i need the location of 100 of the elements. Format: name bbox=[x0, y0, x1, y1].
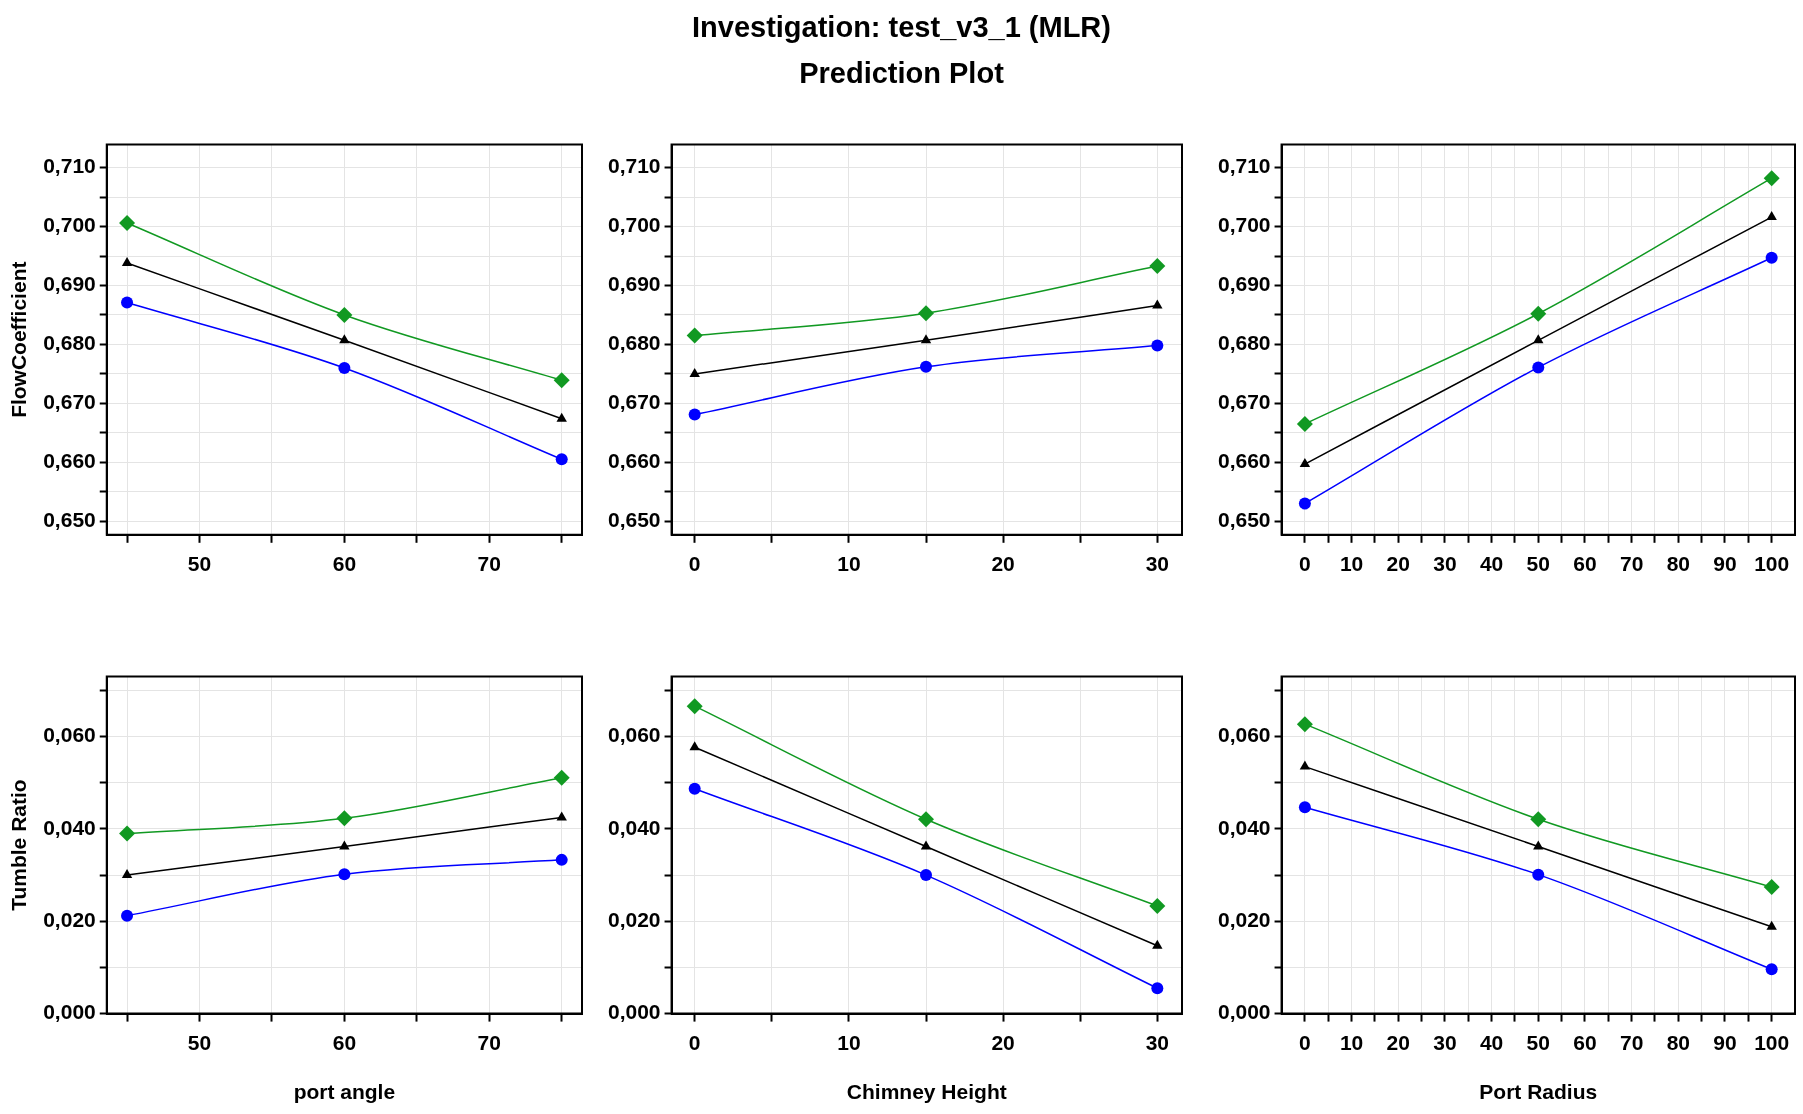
x-tick-label: 30 bbox=[1433, 1031, 1457, 1054]
y-tick-label: 0,020 bbox=[1217, 908, 1271, 932]
x-tick-label: 50 bbox=[187, 552, 212, 576]
y-tick-label: 0,660 bbox=[1217, 449, 1271, 473]
point bbox=[121, 257, 133, 267]
y-axis-title: Tumble Ratio bbox=[7, 779, 31, 911]
y-tick-label: 0,650 bbox=[1217, 508, 1271, 532]
point bbox=[1152, 299, 1163, 309]
point bbox=[686, 698, 703, 715]
point bbox=[556, 811, 567, 821]
x-tick-label: 50 bbox=[187, 1031, 212, 1054]
y-tick-label: 0,040 bbox=[1217, 815, 1271, 839]
y-tick-label: 0,650 bbox=[43, 508, 96, 532]
point bbox=[1763, 879, 1780, 896]
point bbox=[688, 408, 701, 421]
y-tick-label: 0,000 bbox=[607, 1000, 661, 1024]
x-tick-label: 70 bbox=[1619, 552, 1644, 576]
point bbox=[336, 306, 353, 323]
point bbox=[686, 327, 703, 344]
y-tick-label: 0,020 bbox=[43, 908, 96, 932]
point bbox=[119, 825, 136, 842]
point bbox=[339, 334, 350, 344]
y-tick-label: 0,690 bbox=[43, 272, 96, 296]
point bbox=[918, 305, 935, 322]
point bbox=[1533, 334, 1544, 344]
point bbox=[121, 909, 134, 922]
y-tick-label: 0,680 bbox=[1217, 331, 1271, 355]
x-tick-label: 10 bbox=[837, 552, 861, 576]
y-tick-label: 0,680 bbox=[607, 331, 661, 355]
y-tick-label: 0,060 bbox=[43, 723, 96, 747]
y-tick-label: 0,040 bbox=[607, 815, 661, 839]
y-tick-label: 0,680 bbox=[43, 331, 96, 355]
x-tick-label: 60 bbox=[332, 1031, 357, 1054]
x-tick-label: 0 bbox=[1299, 1031, 1311, 1054]
x-tick-label: 10 bbox=[837, 1031, 861, 1054]
point bbox=[689, 741, 700, 751]
point bbox=[556, 412, 567, 422]
x-tick-label: 90 bbox=[1713, 1031, 1737, 1054]
point bbox=[1532, 361, 1545, 374]
x-tick-label: 50 bbox=[1526, 1031, 1550, 1054]
x-tick-label: 10 bbox=[1339, 552, 1364, 576]
x-tick-label: 80 bbox=[1666, 1031, 1690, 1054]
x-tick-label: 70 bbox=[477, 1031, 501, 1054]
x-tick-label: 20 bbox=[1386, 1031, 1410, 1054]
y-tick-label: 0,060 bbox=[607, 723, 661, 747]
x-axis-title: Chimney Height bbox=[846, 1080, 1007, 1104]
x-axis-title: port angle bbox=[293, 1080, 396, 1104]
point bbox=[1152, 939, 1163, 949]
point bbox=[1766, 211, 1777, 221]
y-tick-label: 0,710 bbox=[607, 154, 661, 178]
point bbox=[1151, 982, 1164, 995]
y-axis-title: FlowCoefficient bbox=[7, 261, 31, 418]
point bbox=[1765, 251, 1778, 264]
point bbox=[1532, 868, 1545, 881]
point bbox=[920, 360, 933, 373]
point bbox=[1298, 497, 1311, 510]
point bbox=[1298, 801, 1311, 814]
point bbox=[121, 869, 133, 879]
point bbox=[1765, 963, 1778, 976]
point bbox=[1149, 258, 1166, 275]
x-tick-label: 100 bbox=[1754, 552, 1790, 576]
point bbox=[918, 811, 935, 828]
x-tick-label: 0 bbox=[688, 552, 701, 576]
x-tick-label: 50 bbox=[1526, 552, 1550, 576]
y-tick-label: 0,670 bbox=[607, 390, 661, 414]
x-tick-label: 40 bbox=[1479, 552, 1504, 576]
point bbox=[555, 853, 568, 866]
y-tick-label: 0,670 bbox=[1217, 390, 1271, 414]
point bbox=[1530, 305, 1547, 322]
x-tick-label: 100 bbox=[1754, 1031, 1790, 1054]
point bbox=[920, 869, 933, 882]
point bbox=[688, 782, 701, 795]
point bbox=[1299, 760, 1311, 770]
point bbox=[1296, 415, 1313, 432]
y-tick-label: 0,660 bbox=[43, 449, 96, 473]
point bbox=[920, 334, 932, 344]
y-tick-label: 0,710 bbox=[43, 154, 96, 178]
x-tick-label: 30 bbox=[1145, 1031, 1170, 1054]
y-tick-label: 0,660 bbox=[607, 449, 661, 473]
y-tick-label: 0,040 bbox=[43, 815, 96, 839]
point bbox=[1766, 920, 1777, 930]
x-tick-label: 60 bbox=[1573, 1031, 1597, 1054]
point bbox=[119, 214, 136, 231]
point bbox=[1296, 716, 1313, 733]
x-tick-label: 70 bbox=[1619, 1031, 1644, 1054]
y-tick-label: 0,020 bbox=[607, 908, 661, 932]
y-tick-label: 0,690 bbox=[607, 272, 661, 296]
x-axis-title: Port Radius bbox=[1479, 1080, 1598, 1104]
chart-subtitle: Prediction Plot bbox=[798, 56, 1005, 91]
x-tick-label: 10 bbox=[1339, 1031, 1364, 1054]
x-tick-label: 40 bbox=[1479, 1031, 1504, 1054]
y-tick-label: 0,000 bbox=[43, 1000, 96, 1024]
y-tick-label: 0,690 bbox=[1217, 272, 1271, 296]
x-tick-label: 20 bbox=[991, 1031, 1015, 1054]
y-tick-label: 0,000 bbox=[1217, 1000, 1271, 1024]
point bbox=[555, 453, 568, 466]
x-tick-label: 80 bbox=[1666, 552, 1690, 576]
y-tick-label: 0,650 bbox=[607, 508, 661, 532]
chart-title: Investigation: test_v3_1 (MLR) bbox=[691, 10, 1112, 45]
point bbox=[553, 372, 570, 389]
